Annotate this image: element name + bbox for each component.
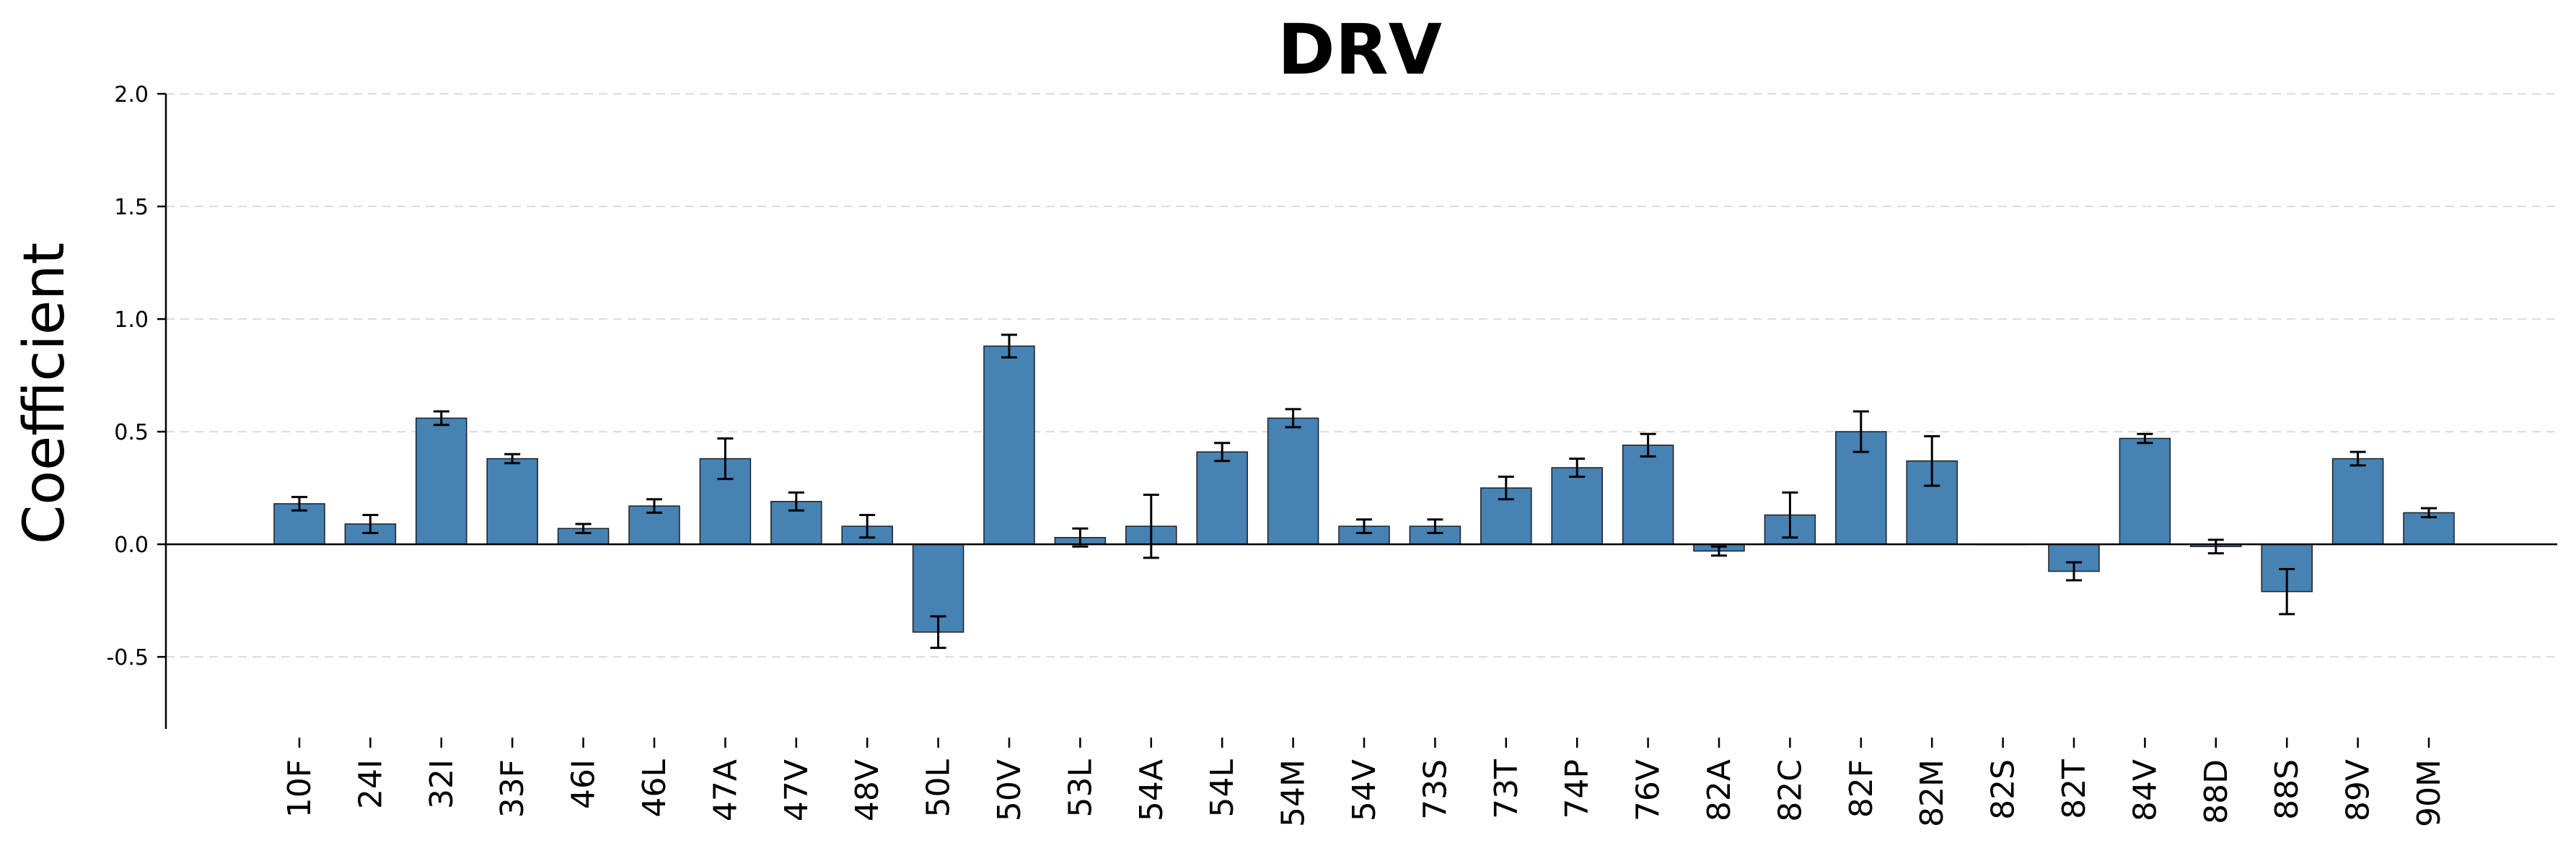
chart-title: DRV — [1278, 9, 1442, 90]
x-tick-label: 10F — [281, 759, 318, 818]
x-tick-label: 88S — [2269, 759, 2305, 820]
bar-33F — [486, 458, 538, 545]
error-bar-82M — [1924, 434, 1940, 487]
x-tick-label: 47A — [707, 759, 744, 821]
bar-74P — [1551, 467, 1603, 545]
error-bar-90M — [2421, 507, 2437, 519]
error-bar-89V — [2349, 450, 2366, 467]
error-bar-50L — [930, 615, 946, 650]
x-tick-label: 54M — [1275, 759, 1312, 827]
error-bar-73S — [1427, 518, 1443, 535]
x-tick-label: 24I — [352, 759, 389, 809]
x-tick-label: 82M — [1914, 759, 1951, 827]
x-tick-label: 76V — [1630, 759, 1667, 821]
error-bar-74P — [1569, 458, 1586, 478]
x-tick-label: 74P — [1559, 759, 1596, 819]
error-bar-10F — [291, 496, 307, 512]
error-bar-73T — [1498, 475, 1514, 501]
x-tick-label: 82T — [2056, 759, 2093, 819]
error-bar-54M — [1285, 408, 1301, 429]
bar-89V — [2331, 458, 2384, 545]
error-bar-54V — [1356, 518, 1372, 535]
y-tick-label: 0.0 — [114, 533, 149, 558]
error-bars — [291, 333, 2437, 650]
error-bar-46I — [575, 523, 592, 535]
error-bar-54L — [1214, 442, 1231, 463]
x-tick-label: 54A — [1133, 759, 1170, 821]
error-bar-48V — [859, 514, 876, 539]
x-tick-label: 82C — [1772, 759, 1808, 822]
x-tick-label: 46L — [636, 759, 673, 818]
bar-54M — [1267, 417, 1319, 545]
x-tick-label: 82F — [1843, 759, 1880, 818]
x-tick-label: 54L — [1204, 759, 1241, 818]
axes — [164, 94, 2557, 729]
error-bar-82A — [1711, 545, 1727, 557]
x-tick-label: 84V — [2127, 759, 2163, 821]
error-bar-47V — [788, 491, 804, 512]
x-tick-label: 50V — [991, 759, 1028, 821]
error-bar-32I — [433, 410, 449, 427]
x-tick-label: 82A — [1701, 759, 1738, 821]
error-bar-88D — [2207, 538, 2224, 555]
x-tick-label: 32I — [423, 759, 460, 809]
error-bar-46L — [646, 498, 662, 514]
x-tick-label: 88D — [2198, 759, 2235, 824]
x-tick-label: 90M — [2411, 759, 2448, 827]
y-axis-label: Coefficient — [12, 243, 77, 544]
x-tick-label: 48V — [849, 759, 886, 821]
x-tick-label: 50L — [920, 759, 957, 818]
y-ticks: -0.5 0.0 0.5 1.0 1.5 2.0 — [106, 82, 166, 671]
x-tick-label: 89V — [2340, 759, 2377, 821]
y-tick-label: 1.5 — [114, 195, 149, 220]
x-tick-label: 73T — [1488, 759, 1525, 819]
bar-series — [273, 345, 2455, 633]
x-tick-label: 53L — [1062, 759, 1099, 818]
error-bar-84V — [2137, 432, 2153, 445]
y-tick-label: -0.5 — [106, 645, 149, 671]
error-bar-82F — [1852, 410, 1869, 453]
x-tick-label: 46I — [566, 759, 602, 809]
error-bar-47A — [717, 437, 734, 481]
bar-32I — [416, 417, 467, 545]
error-bar-82C — [1782, 491, 1798, 539]
bar-76V — [1622, 445, 1674, 545]
error-bar-82T — [2066, 561, 2082, 582]
y-gridlines — [166, 93, 2557, 658]
x-tick-label: 47V — [778, 759, 815, 821]
y-tick-label: 1.0 — [114, 307, 149, 333]
error-bar-33F — [504, 453, 521, 465]
bar-84V — [2119, 437, 2171, 545]
bar-50V — [983, 345, 1035, 545]
error-bar-50V — [1001, 333, 1017, 359]
x-tick-label: 73S — [1417, 759, 1454, 820]
bar-54L — [1196, 451, 1248, 545]
x-tick-label: 82S — [1985, 759, 2022, 820]
error-bar-24I — [362, 514, 379, 535]
error-bar-76V — [1640, 432, 1656, 458]
x-tick-label: 33F — [494, 759, 531, 818]
error-bar-88S — [2279, 567, 2295, 616]
error-bar-54A — [1143, 493, 1159, 559]
x-tick-label: 54V — [1346, 759, 1383, 821]
x-ticks: 10F 24I 32I 33F 46I 46L 47A 47V 48V 50L 50V 53L 54A 5… — [281, 738, 2448, 827]
y-tick-label: 2.0 — [114, 82, 149, 108]
y-tick-label: 0.5 — [114, 420, 149, 445]
